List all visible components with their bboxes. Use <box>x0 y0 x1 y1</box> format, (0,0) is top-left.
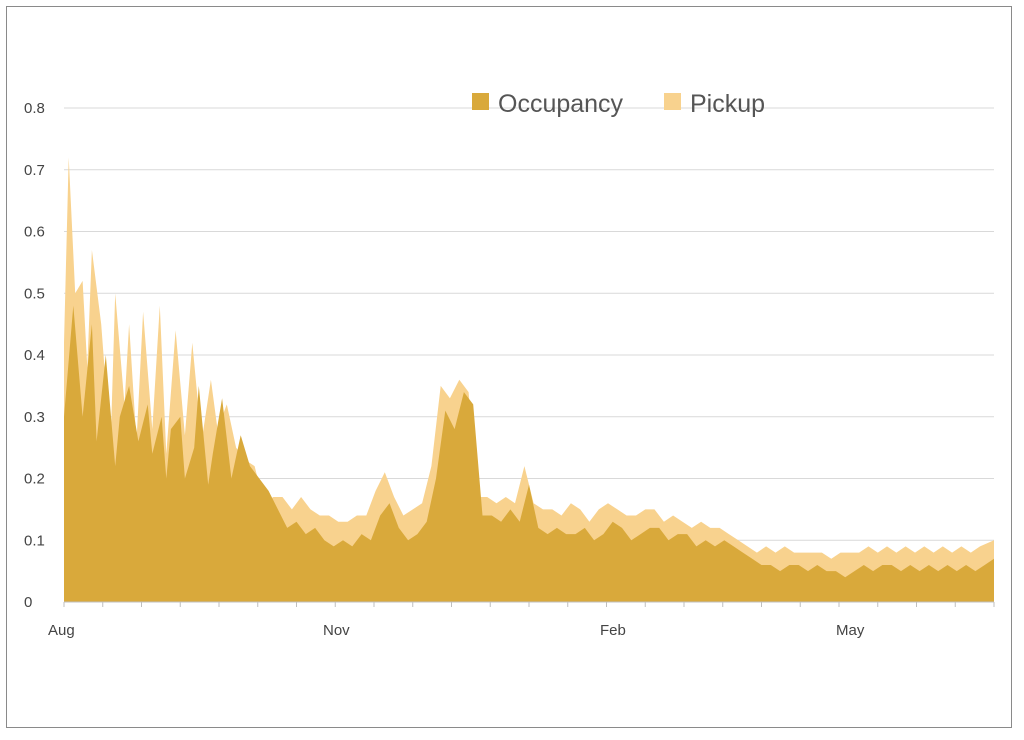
x-tick-label: Feb <box>600 622 626 639</box>
x-tick-label: May <box>836 622 865 639</box>
x-tick-label: Nov <box>323 622 350 639</box>
legend-label-occupancy: Occupancy <box>498 90 624 118</box>
y-axis-ticks: 0 0.1 0.2 0.3 0.4 0.5 0.6 0.7 0.8 <box>24 100 45 611</box>
legend-swatch-occupancy <box>472 93 489 110</box>
area-occupancy <box>64 305 994 602</box>
y-tick-label: 0.8 <box>24 100 45 117</box>
x-axis: Aug Nov Feb May <box>48 601 995 639</box>
chart-areas <box>64 157 994 602</box>
legend-label-pickup: Pickup <box>690 90 765 118</box>
y-tick-label: 0.3 <box>24 409 45 426</box>
y-tick-label: 0.5 <box>24 285 45 302</box>
y-tick-label: 0.1 <box>24 532 45 549</box>
legend: Occupancy Pickup <box>472 90 765 118</box>
y-tick-label: 0 <box>24 594 32 611</box>
y-tick-label: 0.4 <box>24 347 45 364</box>
y-tick-label: 0.2 <box>24 471 45 488</box>
legend-swatch-pickup <box>664 93 681 110</box>
y-tick-label: 0.6 <box>24 224 45 241</box>
x-tick-label: Aug <box>48 622 75 639</box>
y-tick-label: 0.7 <box>24 162 45 179</box>
